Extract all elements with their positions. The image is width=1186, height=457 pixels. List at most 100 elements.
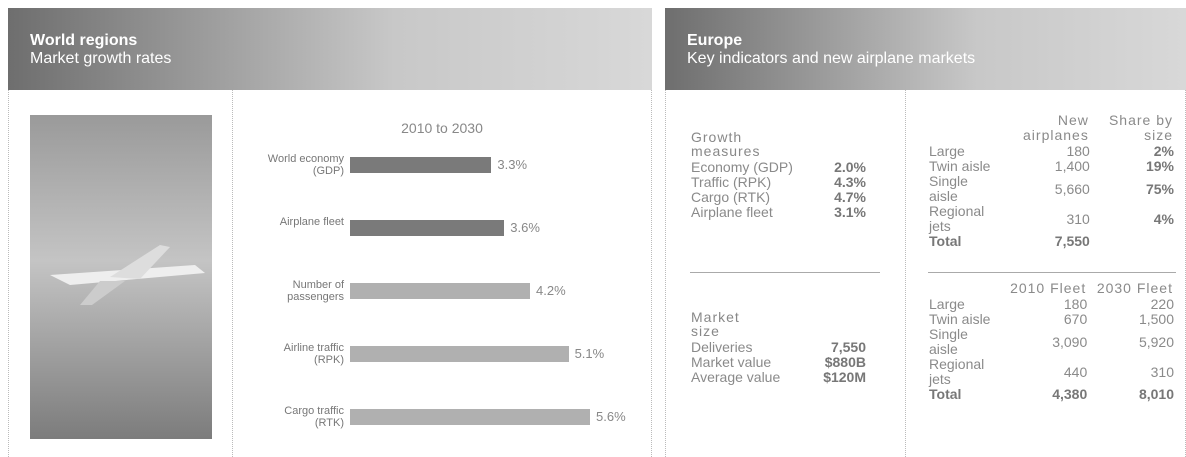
cell: Large [929, 296, 965, 312]
column-header: 2030 Fleet [1096, 280, 1173, 296]
row: Cargo (RTK) 4.7% [691, 190, 866, 205]
row: Average value $120M [691, 370, 866, 385]
row: Regional jets 310 4% [929, 204, 1174, 234]
cell: Economy (GDP) [691, 159, 793, 175]
value-label: 5.1% [574, 346, 605, 361]
table: Economy (GDP) 2.0% Traffic (RPK) 4.3% Cargo … [691, 160, 866, 220]
cell: Airplane fleet [691, 204, 773, 220]
cell: 1,400 [1054, 158, 1090, 174]
cell: 5,920 [1138, 333, 1174, 350]
cell: Total [929, 233, 962, 249]
cell: 4.3% [834, 174, 866, 190]
cell: 8,010 [1138, 386, 1174, 402]
row: Airplane fleet 3.1% [691, 205, 866, 220]
cell [929, 112, 998, 144]
bar [350, 346, 569, 362]
cell: 220 [1150, 296, 1174, 312]
table: Deliveries 7,550 Market value $880B Average … [691, 340, 866, 385]
divider [905, 90, 906, 457]
column-header: New airplanes [1023, 112, 1089, 143]
cell: 7,550 [830, 339, 866, 355]
airplane-photo [30, 115, 212, 439]
cell: 4.7% [834, 189, 866, 205]
cell: Single aisle [929, 173, 968, 204]
cell: Regional jets [929, 203, 985, 234]
chart-title: 2010 to 2030 [401, 120, 483, 136]
right-header: Europe Key indicators and new airplane m… [665, 8, 1186, 90]
cell: Single aisle [929, 326, 968, 357]
row: Large 180 220 [929, 297, 1174, 312]
row: Single aisle 3,090 5,920 [929, 327, 1174, 357]
cell: 75% [1145, 180, 1174, 197]
category-label: Airplane fleet [279, 216, 344, 228]
cell: 4,380 [1052, 386, 1088, 402]
cell: 2% [1153, 143, 1174, 159]
header-subtitle: Market growth rates [30, 50, 172, 67]
rule [690, 272, 880, 273]
cell: 7,550 [1054, 233, 1090, 249]
cell: 310 [1150, 363, 1174, 380]
header-title: Europe [687, 32, 743, 49]
cell: Average value [691, 369, 781, 385]
value-label: 4.2% [536, 283, 566, 298]
category-label: Number of passengers [287, 279, 344, 303]
divider [232, 90, 233, 457]
cell: Deliveries [691, 339, 753, 355]
cell: 3,090 [1052, 333, 1088, 350]
cell: 3.1% [834, 204, 866, 220]
value-label: 3.6% [510, 220, 540, 235]
category-label: World economy (GDP) [267, 153, 344, 177]
bar [350, 220, 505, 236]
cell: 180 [1066, 143, 1090, 159]
cell: Market value [691, 354, 772, 370]
column-header: 2010 Fleet [1010, 280, 1087, 296]
cell: Twin aisle [929, 311, 991, 327]
rule [928, 272, 1176, 273]
left-panel [8, 90, 652, 457]
row: Economy (GDP) 2.0% [691, 160, 866, 175]
row: Large 180 2% [929, 144, 1174, 159]
row: Deliveries 7,550 [691, 340, 866, 355]
block-title: Growth measures [691, 129, 761, 159]
cell: 19% [1145, 158, 1174, 174]
header-title: World regions [30, 32, 138, 49]
bar [350, 283, 530, 299]
row: Single aisle 5,660 75% [929, 174, 1174, 204]
cell: 5,660 [1054, 180, 1090, 197]
table: 2010 Fleet 2030 Fleet Large 180 220 Twin aisl… [929, 280, 1174, 402]
category-label: Cargo traffic (RTK) [284, 405, 344, 429]
cell: 1,500 [1138, 311, 1174, 327]
cell: 4% [1153, 210, 1174, 227]
total-row: Total 4,380 8,010 [929, 387, 1174, 402]
row: Twin aisle 670 1,500 [929, 312, 1174, 327]
total-row: Total 7,550 [929, 234, 1174, 249]
cell: Regional jets [929, 356, 985, 387]
cell [929, 280, 1001, 297]
chart: 2010 to 2030 World economy (GDP) 3.3% Airp… [232, 90, 652, 457]
header-row: New airplanes Share by size [929, 112, 1174, 144]
cell: Twin aisle [929, 158, 991, 174]
column-header: Share by size [1108, 112, 1173, 143]
block-title: Market size [691, 309, 740, 339]
row: Twin aisle 1,400 19% [929, 159, 1174, 174]
bar [350, 157, 492, 173]
row: Traffic (RPK) 4.3% [691, 175, 866, 190]
cell: 440 [1063, 363, 1088, 380]
value-label: 3.3% [497, 157, 528, 172]
row: Regional jets 440 310 [929, 357, 1174, 387]
cell: 670 [1063, 311, 1088, 327]
cell: 310 [1066, 210, 1090, 227]
header-row: 2010 Fleet 2030 Fleet [929, 280, 1174, 297]
cell: Large [929, 143, 965, 159]
table: New airplanes Share by size Large 180 2% Twin… [929, 112, 1174, 249]
cell: 180 [1063, 296, 1088, 312]
header-subtitle: Key indicators and new airplane markets [687, 50, 976, 67]
cell: $880B [824, 354, 866, 370]
left-header: World regions Market growth rates [8, 8, 652, 90]
cell: $120M [823, 369, 866, 385]
cell: Traffic (RPK) [691, 174, 772, 190]
category-label: Airline traffic (RPK) [283, 342, 344, 366]
cell: 2.0% [834, 159, 866, 175]
row: Market value $880B [691, 355, 866, 370]
